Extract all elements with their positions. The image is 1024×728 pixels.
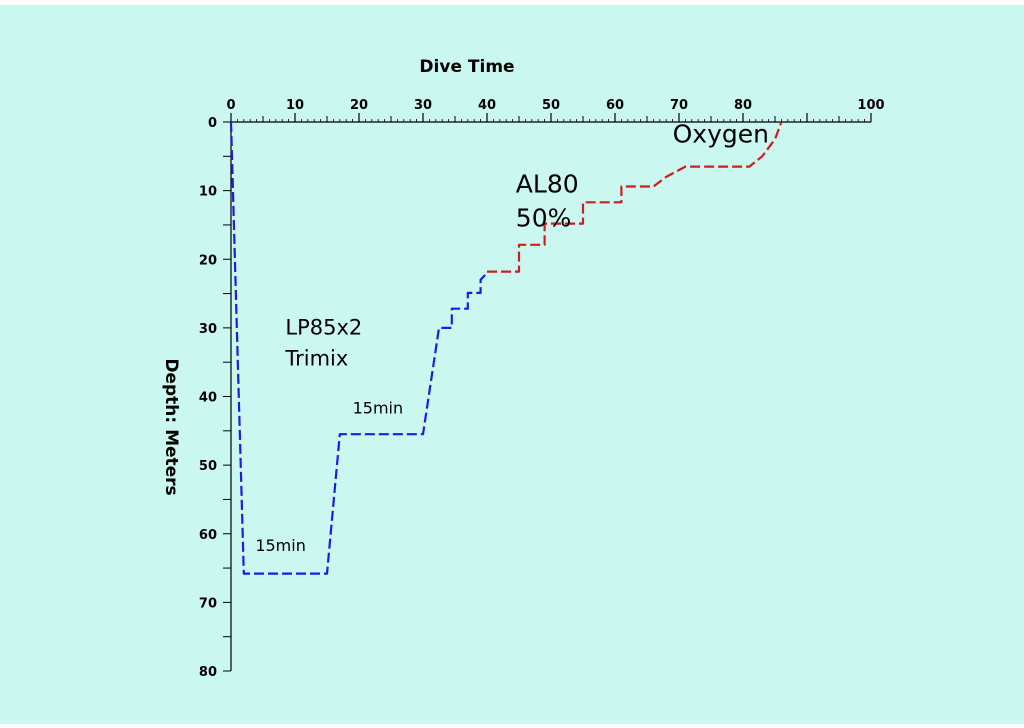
annotation-label: AL80	[516, 170, 579, 199]
x-tick-label: 60	[606, 98, 624, 113]
x-tick-label: 70	[670, 98, 688, 113]
annotation-label: Oxygen	[673, 120, 769, 149]
axes: 0 10 20 30 40 50 60 70 80 100 0 10 20 30 40 50 60 70 80	[199, 98, 885, 680]
annotation-label: 50%	[516, 203, 572, 232]
series-line-2	[487, 121, 783, 273]
x-tick-label: 40	[478, 98, 496, 113]
annotation-label: LP85x2	[285, 316, 362, 340]
y-tick-label: 20	[199, 253, 217, 268]
x-axis-title: Dive Time	[419, 57, 514, 77]
x-tick-label: 80	[734, 98, 752, 113]
annotation-label: 15min	[255, 536, 306, 555]
x-tick-label: 10	[286, 98, 304, 113]
y-tick-label: 50	[199, 459, 217, 474]
annotation-label: 15min	[353, 399, 404, 418]
annotations-group: Oxygen AL80 50% LP85x2 Trimix 15min 15min	[255, 120, 769, 555]
chart-background	[0, 5, 1024, 724]
series-line-1	[229, 121, 488, 575]
annotation-label: Trimix	[284, 347, 348, 371]
y-tick-label: 80	[199, 665, 217, 680]
y-tick-label: 70	[199, 596, 217, 611]
y-tick-label: 60	[199, 528, 217, 543]
x-tick-label: 20	[350, 98, 368, 113]
y-tick-label: 10	[199, 185, 217, 200]
y-axis-title: Depth: Meters	[161, 358, 181, 495]
y-tick-label: 0	[208, 116, 217, 131]
x-tick-label: 100	[857, 98, 884, 113]
x-tick-label: 30	[414, 98, 432, 113]
x-tick-label: 0	[226, 98, 235, 113]
x-tick-label: 50	[542, 98, 560, 113]
y-tick-label: 30	[199, 322, 217, 337]
y-tick-label: 40	[199, 391, 217, 406]
series-group	[229, 121, 783, 575]
